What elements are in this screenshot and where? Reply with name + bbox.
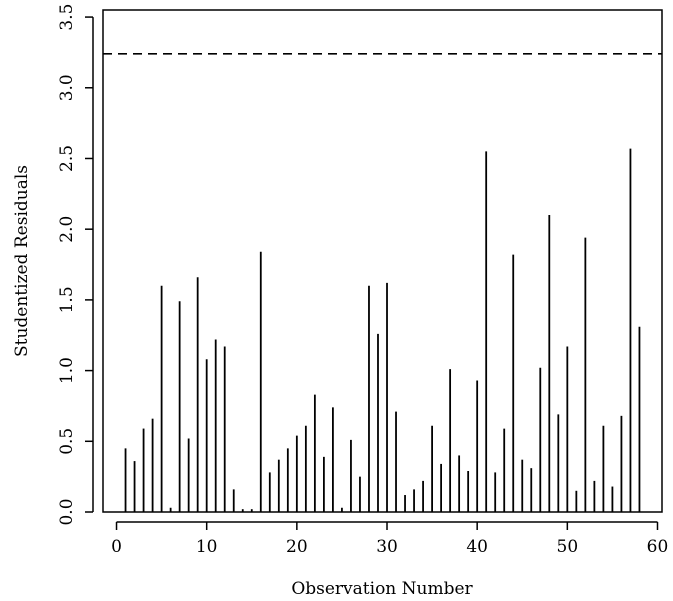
y-axis: 0.0 0.5 1.0 1.5 2.0 2.5 3.0 3.5 xyxy=(57,4,94,526)
y-tick-label-1.0: 1.0 xyxy=(57,357,77,384)
y-tick-label-3.5: 3.5 xyxy=(57,4,77,31)
x-tick-label-40: 40 xyxy=(466,537,488,557)
x-tick-label-0: 0 xyxy=(111,537,122,557)
x-axis: 0 10 20 30 40 50 60 xyxy=(111,521,669,557)
y-axis-label: Studentized Residuals xyxy=(12,165,32,357)
x-tick-label-50: 50 xyxy=(557,537,579,557)
y-tick-label-0.5: 0.5 xyxy=(57,428,77,455)
y-tick-label-3.0: 3.0 xyxy=(57,74,77,101)
x-tick-label-10: 10 xyxy=(196,537,218,557)
x-tick-label-30: 30 xyxy=(376,537,398,557)
y-tick-label-2.5: 2.5 xyxy=(57,145,77,172)
y-tick-label-0.0: 0.0 xyxy=(57,498,77,525)
plot-frame xyxy=(102,9,663,513)
y-tick-label-1.5: 1.5 xyxy=(57,286,77,313)
x-axis-label: Observation Number xyxy=(291,579,473,599)
y-tick-label-2.0: 2.0 xyxy=(57,216,77,243)
residual-bars xyxy=(124,148,641,512)
x-tick-label-60: 60 xyxy=(647,537,669,557)
x-tick-label-20: 20 xyxy=(286,537,308,557)
